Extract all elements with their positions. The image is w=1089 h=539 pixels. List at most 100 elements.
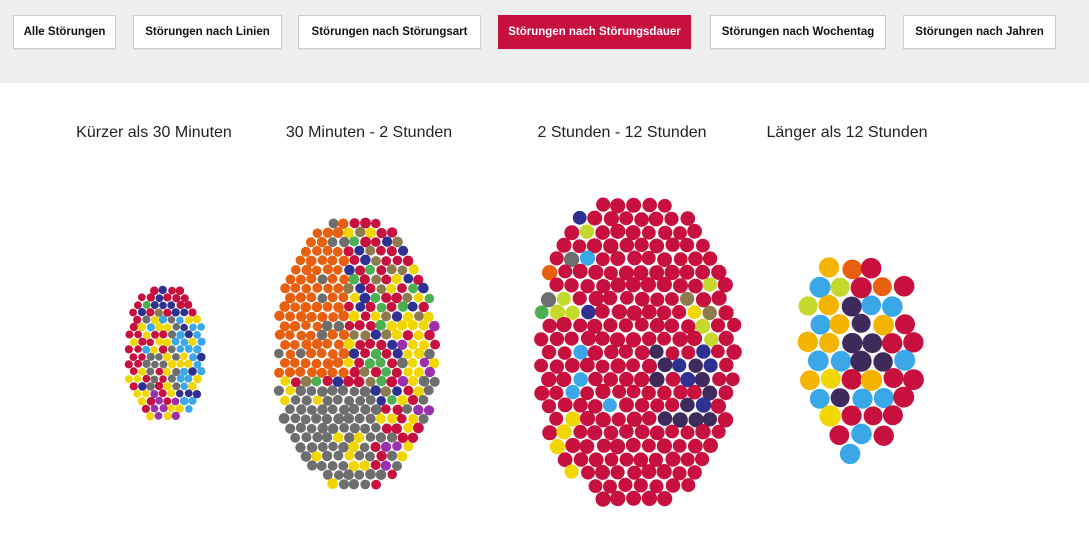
bubble [681, 319, 696, 334]
tab-stoerungen-nach-linien[interactable]: Störungen nach Linien [133, 15, 282, 49]
bubble [327, 385, 338, 396]
bubble [403, 385, 414, 396]
bubble [327, 367, 338, 378]
bubble [673, 252, 688, 266]
bubble [407, 339, 418, 350]
bubble [188, 308, 197, 317]
bubble [180, 382, 188, 391]
bubble [359, 460, 370, 471]
tab-alle-stoerungen[interactable]: Alle Störungen [13, 15, 116, 49]
bubble [413, 422, 424, 434]
bubble [339, 404, 350, 415]
bubble [176, 345, 185, 353]
bubble [680, 425, 695, 440]
bubble [549, 304, 566, 320]
bubble [381, 256, 392, 266]
bubble [321, 413, 333, 425]
bubble [146, 397, 156, 406]
bubble [633, 371, 650, 388]
bubble [579, 250, 596, 266]
bubble [376, 450, 387, 462]
bubble [371, 274, 382, 285]
bubble [332, 227, 344, 239]
bubble [146, 293, 155, 302]
bubble [549, 385, 564, 400]
bubble [695, 292, 712, 308]
bubble [397, 395, 408, 406]
bubble [163, 323, 172, 332]
bubble [397, 376, 409, 387]
bubble [344, 321, 355, 331]
bubble [541, 399, 557, 414]
bubble [285, 423, 296, 434]
bubble [625, 225, 641, 241]
bubble [604, 452, 619, 467]
bubble [322, 301, 333, 312]
tab-stoerungen-nach-stoerungsdauer[interactable]: Störungen nach Störungsdauer [498, 15, 691, 49]
bubble [587, 210, 603, 226]
bubble [619, 424, 634, 439]
bubble [300, 451, 312, 462]
bubble [408, 264, 419, 275]
bubble [343, 413, 355, 424]
bubble [860, 369, 883, 391]
bubble [360, 404, 371, 415]
bubble [192, 315, 201, 324]
bubble [124, 375, 133, 383]
bubble [386, 246, 397, 257]
bubble [595, 412, 611, 428]
bubble [641, 385, 656, 401]
bubble [872, 277, 892, 297]
bubble [633, 452, 649, 468]
bubble [549, 359, 565, 374]
bubble-cluster-2h-12h [534, 197, 742, 507]
bubble [588, 290, 604, 307]
bubble [375, 469, 387, 481]
tab-stoerungen-nach-wochentag[interactable]: Störungen nach Wochentag [710, 15, 886, 49]
bubble [327, 478, 338, 489]
bubble [167, 301, 176, 310]
bubble [386, 320, 398, 332]
bubble [413, 404, 424, 416]
bubble [305, 330, 316, 341]
bubble [285, 292, 296, 304]
bubble [565, 384, 580, 400]
bubble [370, 441, 381, 453]
bubble [727, 317, 742, 333]
tab-stoerungen-nach-stoerungsart[interactable]: Störungen nach Störungsart [298, 15, 481, 49]
bubble [290, 283, 301, 293]
bubble [541, 344, 557, 360]
bubble [343, 469, 354, 481]
bubble [428, 358, 440, 369]
bubble [184, 374, 193, 383]
bubble [634, 212, 649, 227]
bubble-cluster-under-30-min [124, 285, 206, 421]
bubble [348, 310, 360, 322]
bubble [338, 442, 349, 453]
bubble [549, 439, 566, 455]
bubble [565, 411, 581, 427]
tab-stoerungen-nach-jahren[interactable]: Störungen nach Jahren [903, 15, 1056, 49]
bubble [627, 465, 642, 480]
bubble [903, 369, 924, 390]
bubble [375, 432, 387, 443]
bubble [381, 292, 392, 303]
bubble [579, 357, 595, 373]
bubble [150, 316, 160, 325]
bubble [679, 264, 695, 280]
bubble [338, 461, 349, 471]
bubble [620, 291, 634, 305]
bubble [873, 388, 894, 408]
bubble [317, 293, 328, 304]
bubble [337, 218, 349, 230]
bubble [673, 226, 687, 240]
bubble [138, 353, 146, 361]
bubble [316, 236, 328, 248]
bubble [703, 358, 718, 373]
bubble [141, 404, 150, 413]
bubble [349, 255, 360, 265]
bubble [672, 331, 688, 347]
bubble [625, 437, 641, 453]
bubble [280, 283, 291, 294]
bubble [365, 227, 376, 239]
